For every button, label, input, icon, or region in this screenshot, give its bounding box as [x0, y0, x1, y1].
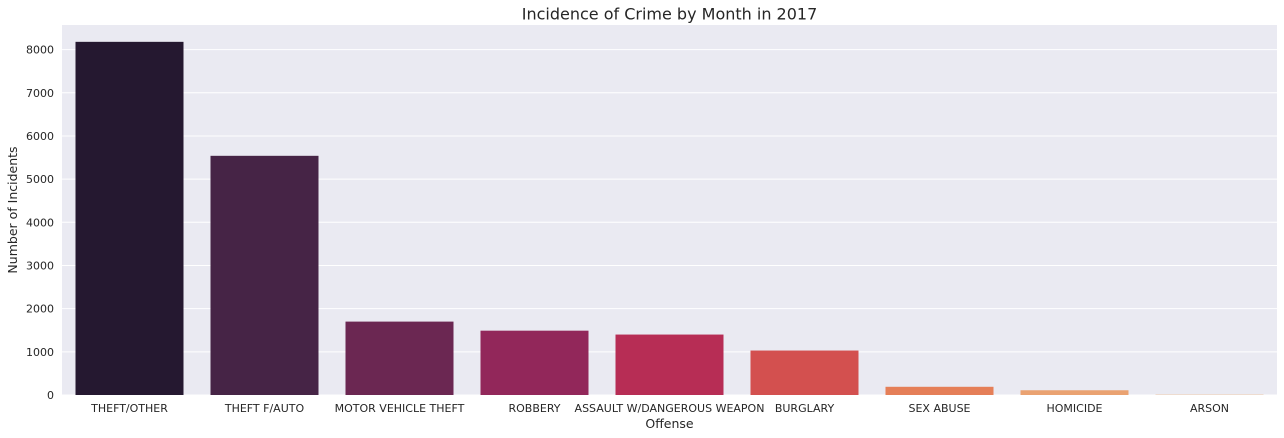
- y-tick-labels: 0 1000 2000 3000 4000 5000 6000 7000 8000: [26, 44, 54, 402]
- x-axis-label: Offense: [645, 416, 694, 431]
- x-tick-label: SEX ABUSE: [908, 402, 970, 415]
- bar-assault-w-dangerous-weapon: [615, 334, 724, 395]
- x-tick-label: THEFT F/AUTO: [224, 402, 305, 415]
- x-tick-labels: THEFT/OTHER THEFT F/AUTO MOTOR VEHICLE THE…: [90, 402, 1229, 415]
- x-tick-label: MOTOR VEHICLE THEFT: [335, 402, 465, 415]
- bar-theft-f-auto: [210, 155, 319, 395]
- y-tick-label: 3000: [26, 259, 54, 272]
- x-tick-label: THEFT/OTHER: [90, 402, 168, 415]
- y-tick-label: 4000: [26, 216, 54, 229]
- bar-burglary: [750, 350, 859, 395]
- bar-homicide: [1020, 390, 1129, 395]
- y-tick-label: 0: [47, 389, 54, 402]
- x-tick-label: ARSON: [1190, 402, 1229, 415]
- bars: [75, 41, 1264, 396]
- bar-motor-vehicle-theft: [345, 321, 454, 395]
- y-tick-label: 8000: [26, 44, 54, 57]
- y-tick-label: 7000: [26, 87, 54, 100]
- x-tick-label: BURGLARY: [775, 402, 835, 415]
- y-tick-label: 2000: [26, 303, 54, 316]
- bar-robbery: [480, 330, 589, 395]
- y-tick-label: 5000: [26, 173, 54, 186]
- y-tick-label: 1000: [26, 346, 54, 359]
- x-tick-label: ROBBERY: [508, 402, 560, 415]
- bar-theft-other: [75, 41, 184, 396]
- y-tick-label: 6000: [26, 130, 54, 143]
- chart-title: Incidence of Crime by Month in 2017: [522, 5, 818, 24]
- x-tick-label: ASSAULT W/DANGEROUS WEAPON: [575, 402, 765, 415]
- x-tick-label: HOMICIDE: [1046, 402, 1102, 415]
- y-axis-label: Number of Incidents: [5, 146, 20, 273]
- bar-sex-abuse: [885, 386, 994, 395]
